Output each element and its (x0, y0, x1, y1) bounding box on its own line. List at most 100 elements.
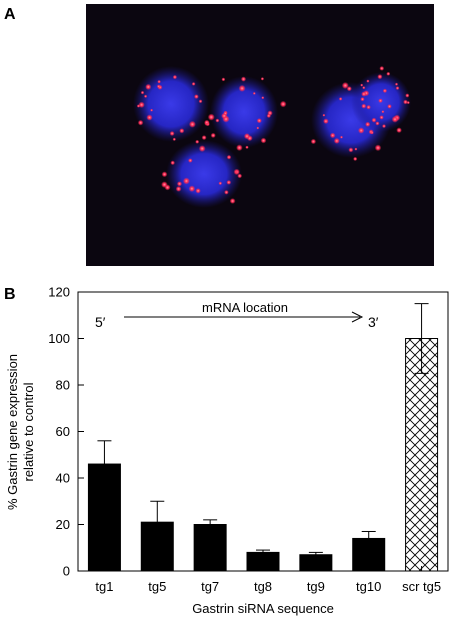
red-punctum (188, 185, 196, 192)
bar-chart: 0 20 40 60 80 100 120 tg1 tg5 tg7 tg8 tg9 tg10 scr t… (5, 285, 449, 616)
red-punctum (394, 82, 399, 86)
bar-tg1 (87, 463, 121, 572)
red-punctum (365, 121, 371, 127)
red-punctum (235, 170, 239, 174)
red-punctum (198, 99, 203, 104)
red-punctum (172, 137, 176, 141)
red-punctum (354, 147, 358, 151)
red-punctum (360, 97, 365, 102)
fluorescence-micrograph (86, 4, 434, 266)
red-punctum (164, 184, 171, 191)
red-punctum (172, 74, 178, 80)
annotation-five-prime: 5′ (95, 314, 106, 330)
y-tick-label: 120 (48, 285, 70, 300)
red-punctum (175, 186, 182, 192)
bar-tg5 (140, 521, 174, 572)
red-punctum (260, 137, 267, 144)
red-punctum (170, 160, 175, 166)
cell-nucleus (166, 140, 242, 208)
red-punctum (256, 126, 260, 130)
red-punctum (191, 82, 196, 86)
red-punctum (360, 83, 364, 87)
red-punctum (382, 124, 386, 129)
red-punctum (223, 111, 228, 116)
cell-nucleus (210, 76, 278, 148)
bars-group (87, 338, 439, 572)
red-punctum (310, 138, 317, 145)
plot-frame (77, 291, 449, 572)
red-puncta-group (136, 66, 410, 204)
red-punctum (406, 101, 410, 105)
red-punctum (381, 110, 385, 114)
panel-b-label: B (4, 286, 16, 303)
red-punctum (374, 144, 382, 152)
red-punctum (378, 98, 383, 103)
red-punctum (379, 66, 385, 71)
red-punctum (391, 115, 399, 123)
red-punctum (395, 86, 400, 90)
red-punctum (224, 190, 229, 195)
red-punctum (145, 83, 152, 90)
y-axis-title-line2: relative to control (21, 382, 36, 481)
red-punctum (260, 77, 265, 81)
red-punctum (361, 103, 367, 109)
red-punctum (386, 71, 391, 76)
red-punctum (176, 181, 183, 187)
red-punctum (140, 90, 145, 95)
red-punctum (237, 173, 243, 179)
x-tick-label: tg5 (148, 579, 166, 594)
red-punctum (137, 119, 144, 126)
red-punctum (279, 100, 287, 108)
red-punctum (377, 74, 383, 80)
bar-tg10 (352, 537, 386, 572)
red-punctum (256, 118, 262, 124)
red-punctum (150, 108, 154, 112)
red-punctum (243, 133, 251, 140)
red-punctum (371, 117, 377, 123)
red-punctum (210, 132, 216, 138)
y-tick-label: 60 (56, 424, 70, 439)
red-punctum (240, 76, 247, 82)
red-punctum (329, 132, 336, 139)
red-punctum (201, 135, 207, 141)
red-punctum (188, 120, 196, 128)
red-punctum (229, 198, 236, 204)
y-axis-title-line1: % Gastrin gene expression (5, 354, 20, 510)
red-punctum (366, 79, 370, 83)
red-punctum (387, 104, 392, 109)
red-punctum (204, 119, 210, 126)
red-punctum (338, 97, 343, 101)
y-tick-label: 100 (48, 331, 70, 346)
x-axis-title: Gastrin siRNA sequence (192, 601, 334, 616)
red-punctum (194, 94, 199, 99)
red-punctum (198, 145, 206, 153)
red-punctum (215, 118, 220, 123)
red-punctum (218, 181, 223, 186)
y-tick-label: 80 (56, 378, 70, 393)
red-punctum (353, 156, 358, 161)
x-axis: tg1 tg5 tg7 tg8 tg9 tg10 scr tg5 (95, 566, 441, 594)
bar-tg7 (193, 524, 227, 572)
red-punctum (358, 127, 365, 134)
red-punctum (195, 139, 200, 144)
red-punctum (403, 99, 408, 105)
x-tick-label: tg8 (254, 579, 272, 594)
red-punctum (157, 79, 161, 84)
x-tick-label: tg7 (201, 579, 219, 594)
error-bars-group (97, 303, 429, 555)
x-tick-label: tg10 (356, 579, 381, 594)
red-punctum (362, 86, 366, 90)
panel-a-label: A (4, 6, 16, 23)
y-tick-label: 0 (63, 564, 70, 579)
red-punctum (238, 84, 246, 92)
red-punctum (226, 180, 232, 185)
red-punctum (375, 121, 380, 126)
red-punctum (221, 77, 226, 82)
red-punctum (379, 115, 384, 120)
y-tick-label: 20 (56, 517, 70, 532)
x-tick-label: tg9 (307, 579, 325, 594)
red-punctum (333, 137, 340, 144)
mrna-arrowhead (351, 311, 364, 323)
red-punctum (261, 96, 265, 100)
annotation-three-prime: 3′ (368, 314, 379, 330)
